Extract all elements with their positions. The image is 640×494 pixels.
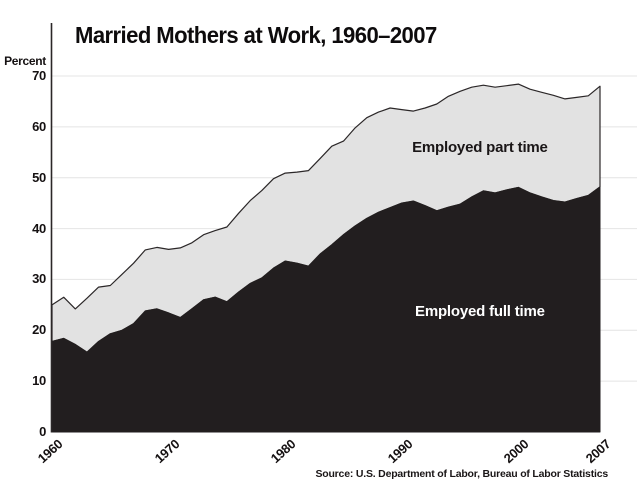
area-employed-full-time bbox=[51, 186, 601, 433]
y-tick-label-20: 20 bbox=[32, 322, 46, 338]
y-tick-label-60: 60 bbox=[32, 118, 46, 134]
series-label-part-time: Employed part time bbox=[412, 139, 548, 157]
series-label-full-time: Employed full time bbox=[415, 302, 545, 320]
y-tick-label-10: 10 bbox=[32, 373, 46, 389]
y-axis-unit-label: Percent bbox=[4, 54, 46, 68]
y-tick-label-70: 70 bbox=[32, 68, 46, 83]
chart-title: Married Mothers at Work, 1960–2007 bbox=[75, 22, 437, 48]
y-tick-label-40: 40 bbox=[32, 220, 46, 236]
y-tick-label-30: 30 bbox=[32, 271, 46, 287]
y-tick-label-50: 50 bbox=[32, 169, 46, 185]
source-credit: Source: U.S. Department of Labor, Bureau… bbox=[315, 468, 608, 480]
y-tick-label-0: 0 bbox=[39, 424, 46, 439]
